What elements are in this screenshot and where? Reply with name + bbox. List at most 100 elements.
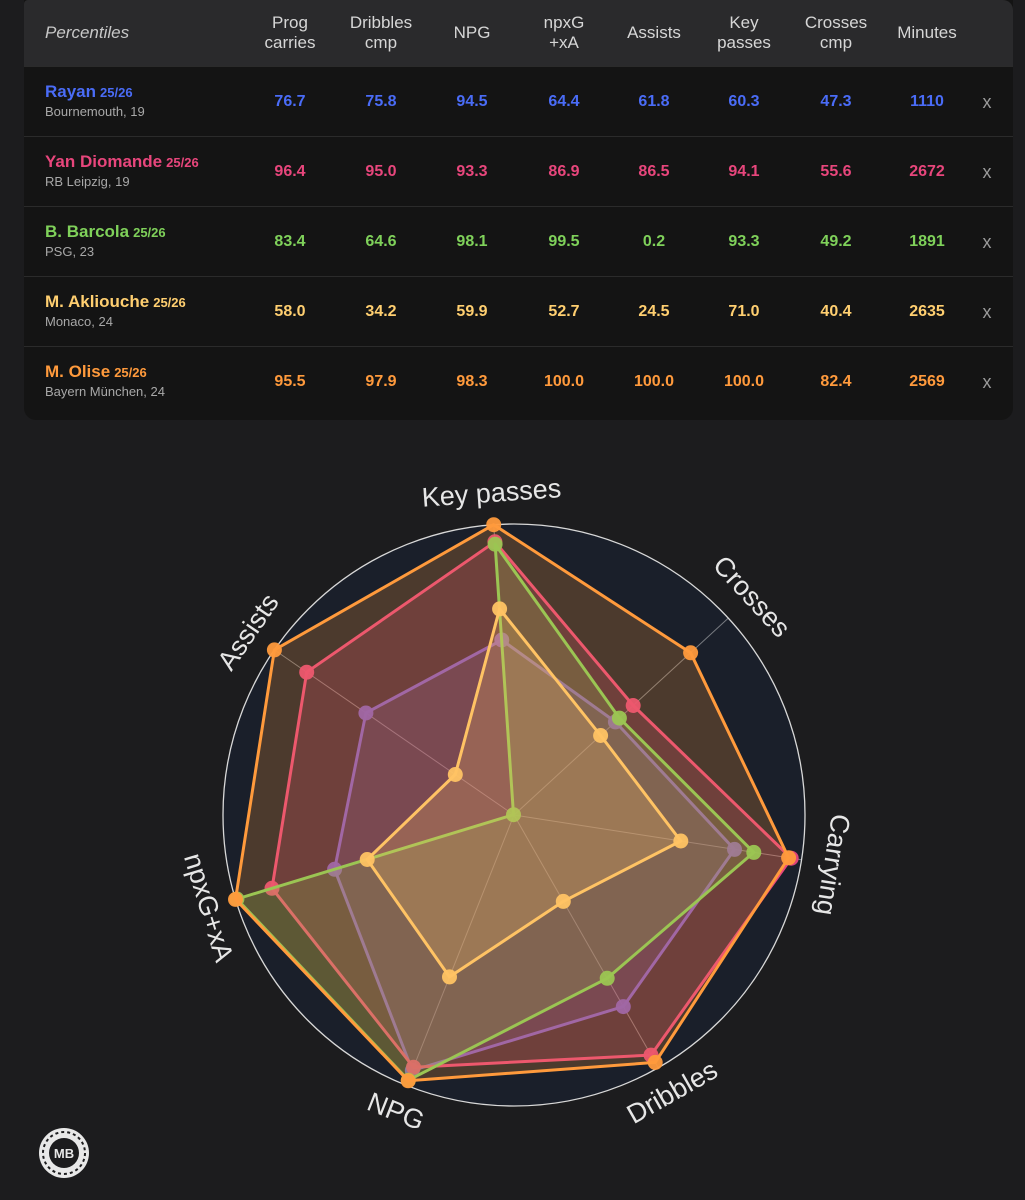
table-cell: 93.3 [456,163,488,180]
player-name: M. Akliouche 25/26 [45,292,186,312]
radar-point [406,1059,421,1075]
column-header[interactable]: NPG [428,0,516,66]
radar-point [487,536,503,552]
table-cell: 94.1 [728,163,760,180]
table-cell: 82.4 [820,373,852,390]
table-cell: 24.5 [638,303,670,320]
table-cell: 0.2 [642,233,666,250]
player-season: 25/26 [166,155,199,170]
table-row[interactable]: Rayan 25/26 Bournemouth, 19 76.7 75.8 94.5 64.… [24,66,1013,136]
table-row[interactable]: M. Akliouche 25/26 Monaco, 24 58.0 34.2 59.9 5… [24,276,1013,346]
table-header: Percentiles Prog carries Dribbles cmp NPG npxG… [24,0,1013,66]
column-header-line2: passes [717,33,771,52]
table-cell: 100.0 [723,373,765,390]
table-cell: 97.9 [365,373,397,390]
radar-axis-label: Key passes [421,473,562,513]
radar-point [611,710,627,726]
table-cell: 47.3 [820,93,852,110]
player-name: M. Olise 25/26 [45,362,147,382]
player-name-text: Yan Diomande [45,152,163,171]
table-cell: 1110 [910,93,944,110]
table-cell: 55.6 [820,163,852,180]
radar-point [266,642,282,658]
radar-series [327,632,742,1078]
table-cell: 49.2 [820,233,852,250]
column-header[interactable]: npxG +xA [520,0,608,66]
column-header[interactable]: Assists [610,0,698,66]
table-cell: 100.0 [633,373,675,390]
table-cell: 64.6 [365,233,397,250]
radar-point [746,844,762,860]
column-header-line1: Crosses [804,13,868,32]
player-name-text: M. Olise [45,362,111,381]
logo-text: MB [54,1146,74,1161]
player-season: 25/26 [100,85,133,100]
radar-point [615,999,631,1015]
mb-logo: MB [39,1128,89,1178]
player-name: B. Barcola 25/26 [45,222,166,242]
table-cell: 2569 [909,373,945,390]
radar-point [683,645,699,661]
radar-axis-label: NPG [363,1087,428,1137]
radar-series [228,517,797,1089]
column-header-line2: carries [264,33,316,52]
radar-series [359,601,689,985]
remove-player-button[interactable]: x [982,91,992,112]
column-header[interactable]: Crosses cmp [792,0,880,66]
table-cell: 75.8 [365,93,397,110]
column-header-line1: Dribbles [349,13,413,32]
column-header-line2: cmp [819,33,853,52]
player-season: 25/26 [153,295,186,310]
column-header[interactable]: Prog carries [246,0,334,66]
table-cell: 83.4 [274,233,306,250]
radar-point [486,517,502,533]
percentile-table: Percentiles Prog carries Dribbles cmp NPG npxG… [24,0,1013,420]
remove-player-button[interactable]: x [982,301,992,322]
table-cell: 60.3 [728,93,760,110]
radar-polygon [333,638,736,1072]
player-club: Monaco, 24 [45,314,113,329]
table-row[interactable]: M. Olise 25/26 Bayern München, 24 95.5 97.9 9… [24,346,1013,416]
radar-point [358,705,374,721]
column-header-line1: Prog [272,13,308,32]
player-club: PSG, 23 [45,244,95,259]
table-cell: 98.3 [456,373,488,390]
table-cell: 93.3 [728,233,760,250]
radar-point [673,833,689,849]
table-cell: 2672 [909,163,945,180]
player-season: 25/26 [133,225,166,240]
table-cell: 98.1 [456,233,488,250]
radar-point [781,850,797,866]
table-row[interactable]: Yan Diomande 25/26 RB Leipzig, 19 96.4 95.0 9… [24,136,1013,206]
column-header-line2: +xA [549,33,579,52]
player-name: Rayan 25/26 [45,82,133,102]
column-header[interactable]: Key passes [700,0,788,66]
column-header[interactable]: Dribbles cmp [337,0,425,66]
radar-polygon [235,542,756,1082]
table-cell: 2635 [909,303,945,320]
header-percentiles-label: Percentiles [45,23,130,42]
table-cell: 64.4 [548,93,580,110]
radar-polygon [234,523,791,1083]
player-club: Bayern München, 24 [45,384,165,399]
radar-spoke [513,814,659,1068]
table-cell: 99.5 [548,233,580,250]
remove-player-button[interactable]: x [982,371,992,392]
remove-player-button[interactable]: x [982,161,992,182]
radar-polygon [365,607,683,979]
remove-player-button[interactable]: x [982,231,992,252]
radar-point [506,807,521,823]
table-cell: 100.0 [543,373,585,390]
table-cell: 86.9 [548,163,580,180]
radar-axis-label: Carrying [810,812,855,917]
radar-point [727,841,742,857]
column-header[interactable]: Minutes [883,0,971,66]
table-cell: 94.5 [456,93,488,110]
table-row[interactable]: B. Barcola 25/26 PSG, 23 83.4 64.6 98.1 99.5 0.… [24,206,1013,276]
player-season: 25/26 [114,365,147,380]
player-club: RB Leipzig, 19 [45,174,130,189]
player-club: Bournemouth, 19 [45,104,145,119]
column-header-line2: cmp [364,33,398,52]
radar-point [228,891,243,907]
